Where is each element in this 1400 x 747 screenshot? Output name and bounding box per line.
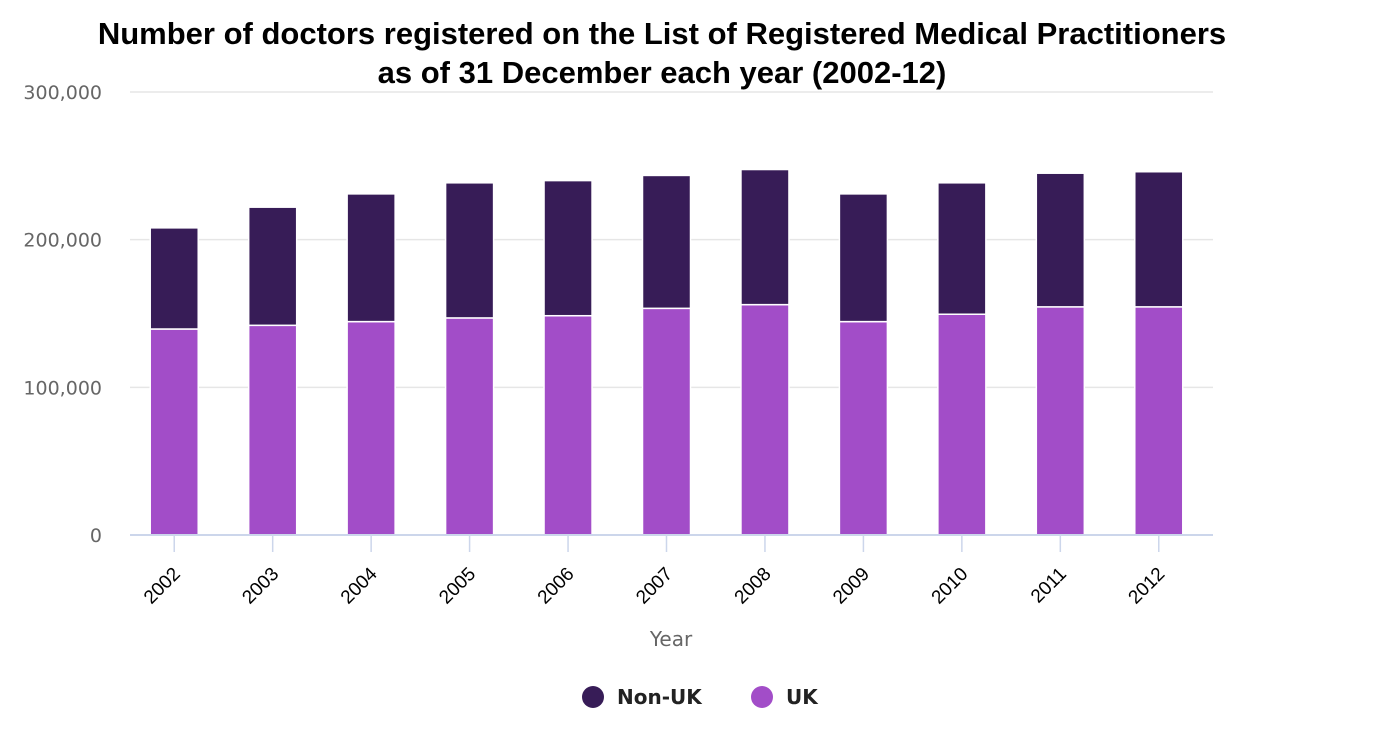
bar-non-uk-2010[interactable] (937, 182, 987, 315)
x-tick-label-2012: 2012 (1125, 564, 1170, 609)
bar-uk-2010[interactable] (937, 313, 987, 536)
x-tick-label-2009: 2009 (829, 564, 874, 609)
bar-non-uk-2003[interactable] (247, 206, 298, 327)
bar-non-uk-2005[interactable] (444, 182, 495, 319)
y-tick-label-300000: 300,000 (23, 82, 102, 104)
chart-title: Number of doctors registered on the List… (0, 14, 1324, 92)
bar-non-uk-2004[interactable] (346, 193, 396, 323)
legend-swatch-non-uk (582, 686, 604, 708)
bar-uk-2005[interactable] (444, 317, 495, 536)
x-tick-label-2011: 2011 (1027, 564, 1071, 608)
bar-non-uk-2007[interactable] (641, 174, 692, 310)
bar-non-uk-2008[interactable] (740, 168, 790, 306)
legend-item-non-uk[interactable]: Non-UK (582, 685, 703, 709)
bar-non-uk-2009[interactable] (838, 193, 889, 323)
legend-label-uk: UK (786, 685, 819, 709)
bar-non-uk-2012[interactable] (1134, 170, 1184, 308)
legend-label-non-uk: Non-UK (617, 685, 703, 709)
bar-non-uk-2006[interactable] (543, 179, 593, 317)
x-tick-label-2010: 2010 (928, 564, 973, 609)
bar-uk-2006[interactable] (543, 314, 593, 536)
bar-uk-2009[interactable] (838, 320, 889, 536)
bar-uk-2007[interactable] (641, 307, 692, 536)
bar-uk-2011[interactable] (1035, 306, 1086, 536)
x-tick-label-2003: 2003 (238, 564, 283, 609)
y-tick-label-200000: 200,000 (23, 230, 102, 252)
legend-item-uk[interactable]: UK (751, 685, 819, 709)
x-axis-title: Year (649, 627, 693, 651)
x-tick-label-2002: 2002 (140, 564, 185, 609)
bars (149, 168, 1184, 536)
x-axis (130, 534, 1213, 552)
x-tick-label-2004: 2004 (337, 563, 382, 608)
legend-swatch-uk (751, 686, 773, 708)
x-tick-label-2008: 2008 (731, 564, 776, 609)
x-tick-label-2005: 2005 (435, 564, 480, 609)
bar-non-uk-2002[interactable] (149, 227, 199, 330)
x-tick-label-2007: 2007 (632, 564, 677, 609)
bar-uk-2002[interactable] (149, 328, 199, 536)
bar-uk-2012[interactable] (1134, 306, 1184, 536)
y-tick-label-0: 0 (90, 525, 102, 547)
bar-uk-2004[interactable] (346, 320, 396, 536)
legend: Non-UK UK (582, 685, 819, 709)
bar-uk-2008[interactable] (740, 303, 790, 536)
bar-uk-2003[interactable] (247, 324, 298, 536)
bar-non-uk-2011[interactable] (1035, 172, 1086, 308)
y-tick-label-100000: 100,000 (23, 377, 102, 399)
x-tick-label-2006: 2006 (534, 564, 579, 609)
chart-title-line-2: as of 31 December each year (2002-12) (377, 55, 947, 90)
chart-title-line-1: Number of doctors registered on the List… (97, 16, 1227, 51)
